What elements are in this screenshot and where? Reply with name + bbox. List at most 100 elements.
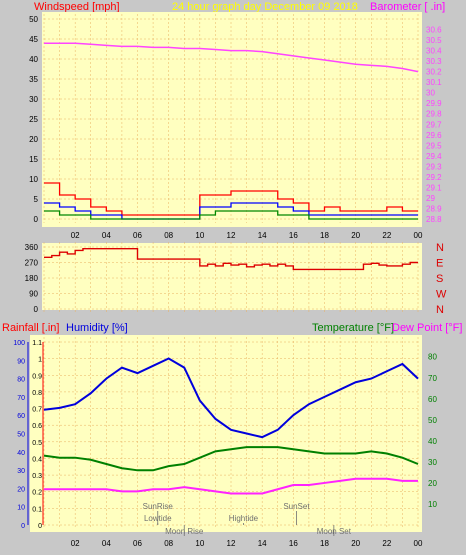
x-tick-label-bottom: 20: [351, 539, 360, 548]
barometer-tick-label: 30.5: [426, 36, 442, 45]
x-tick-label-bottom: 16: [289, 539, 298, 548]
event-label: Moon Set: [317, 527, 352, 536]
compass-label: S: [436, 273, 443, 285]
barometer-tick-label: 30.3: [426, 57, 442, 66]
x-tick-label-top: 04: [102, 231, 111, 240]
x-tick-label-top: 02: [71, 231, 80, 240]
rainfall-tick-label: 0.2: [32, 490, 42, 497]
series-lines: [43, 42, 419, 495]
wind-line: [44, 202, 418, 220]
x-tick-label-bottom: 10: [195, 539, 204, 548]
barometer-tick-label: 30.6: [426, 26, 442, 35]
direction-tick-label: 90: [29, 290, 38, 299]
humidity-tick-label: 0: [21, 523, 25, 530]
event-label: Lowtide: [144, 514, 172, 523]
direction-tick-label: 360: [25, 243, 39, 252]
dewpoint-axis-title: Dew Point [°F]: [392, 322, 462, 334]
rainfall-tick-label: 0.6: [32, 423, 42, 430]
x-tick-label-bottom: 06: [133, 539, 142, 548]
x-tick-label-bottom: 08: [164, 539, 173, 548]
humidity-tick-label: 70: [17, 395, 25, 402]
rainfall-axis-title: Rainfall [.in]: [2, 322, 59, 334]
temperature-tick-label: 30: [428, 458, 437, 467]
temperature-axis-title: Temperature [°F]: [312, 322, 394, 334]
wind-direction-panel: [42, 243, 422, 310]
compass-label: N: [436, 242, 444, 254]
rainfall-tick-label: 0.4: [32, 456, 42, 463]
temperature-tick-label: 10: [428, 500, 437, 509]
humidity-tick-label: 60: [17, 413, 25, 420]
temperature-tick-label: 20: [428, 479, 437, 488]
rainfall-tick-label: 0.1: [32, 506, 42, 513]
x-tick-label-bottom: 18: [320, 539, 329, 548]
x-tick-label-top: 08: [164, 231, 173, 240]
gust-line: [44, 182, 418, 216]
humidity-tick-label: 30: [17, 468, 25, 475]
barometer-line: [44, 42, 419, 73]
temperature-tick-label: 50: [428, 416, 437, 425]
temp-humidity-panel: [30, 335, 422, 532]
windspeed-tick-label: 35: [29, 75, 38, 84]
x-tick-label-bottom: 04: [102, 539, 111, 548]
barometer-tick-label: 29.3: [426, 162, 442, 171]
windspeed-tick-label: 10: [29, 175, 38, 184]
humidity-tick-label: 90: [17, 358, 25, 365]
barometer-tick-label: 29.1: [426, 183, 442, 192]
barometer-tick-label: 29.7: [426, 120, 442, 129]
x-tick-label-top: 06: [133, 231, 142, 240]
humidity-tick-label: 20: [17, 486, 25, 493]
barometer-tick-label: 29.6: [426, 131, 442, 140]
x-tick-label-bottom: 12: [227, 539, 236, 548]
dew-point-line: [44, 477, 418, 495]
compass-label: W: [436, 289, 447, 301]
x-tick-label-top: 12: [227, 231, 236, 240]
rainfall-tick-label: 1.1: [32, 340, 42, 347]
rainfall-tick-label: 0: [38, 523, 42, 530]
wind-low-line: [44, 210, 418, 220]
event-label: Moon Rise: [165, 527, 204, 536]
temperature-tick-label: 70: [428, 374, 437, 383]
x-tick-label-top: 00: [414, 231, 423, 240]
temperature-tick-label: 80: [428, 353, 437, 362]
humidity-axis-title: Humidity [%]: [66, 322, 128, 334]
wind-direction-line: [44, 248, 418, 271]
temperature-tick-label: 60: [428, 395, 437, 404]
humidity-line: [43, 357, 419, 439]
rainfall-tick-label: 0.9: [32, 373, 42, 380]
rainfall-tick-label: 0.7: [32, 407, 42, 414]
windspeed-tick-label: 15: [29, 155, 38, 164]
humidity-tick-label: 50: [17, 432, 25, 439]
header-windspeed-label: Windspeed [mph]: [34, 1, 120, 13]
x-tick-label-top: 10: [195, 231, 204, 240]
grid-lines: [43, 14, 419, 529]
x-tick-label-top: 20: [351, 231, 360, 240]
humidity-tick-label: 80: [17, 377, 25, 384]
barometer-tick-label: 28.9: [426, 204, 442, 213]
barometer-tick-label: 29.2: [426, 173, 442, 182]
barometer-tick-label: 29.8: [426, 110, 442, 119]
temperature-line: [43, 446, 419, 472]
x-tick-label-bottom: 14: [258, 539, 267, 548]
axis-labels: 0202040406060808101012121414161618182020…: [13, 15, 447, 548]
compass-label: E: [436, 258, 443, 270]
windspeed-tick-label: 20: [29, 135, 38, 144]
barometer-tick-label: 29.9: [426, 99, 442, 108]
windspeed-tick-label: 5: [34, 195, 39, 204]
humidity-tick-label: 40: [17, 450, 25, 457]
rainfall-tick-label: 1: [38, 357, 42, 364]
windspeed-tick-label: 45: [29, 35, 38, 44]
rainfall-tick-label: 0.5: [32, 440, 42, 447]
compass-label: N: [436, 304, 444, 316]
direction-tick-label: 0: [34, 305, 39, 314]
x-tick-label-bottom: 22: [382, 539, 391, 548]
barometer-tick-label: 30.1: [426, 78, 442, 87]
barometer-tick-label: 30: [426, 89, 435, 98]
barometer-tick-label: 30.2: [426, 68, 442, 77]
windspeed-tick-label: 30: [29, 95, 38, 104]
direction-tick-label: 180: [25, 274, 39, 283]
header-barometer-label: Barometer [ .in]: [370, 1, 445, 13]
x-tick-label-top: 16: [289, 231, 298, 240]
barometer-tick-label: 29.4: [426, 152, 442, 161]
windspeed-tick-label: 40: [29, 55, 38, 64]
barometer-tick-label: 28.8: [426, 215, 442, 224]
